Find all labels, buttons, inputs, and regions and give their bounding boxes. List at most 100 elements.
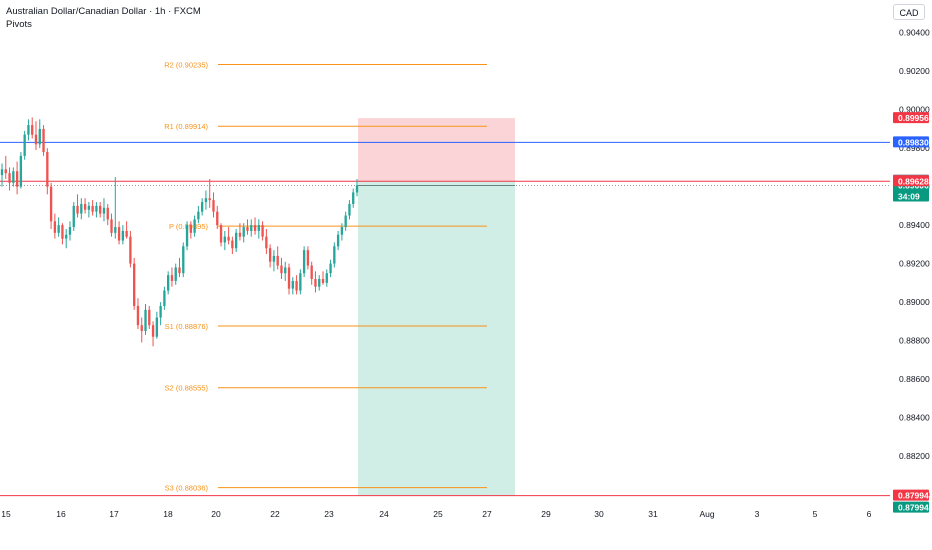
y-tick-label: 0.89400	[899, 220, 930, 230]
line-tag	[893, 136, 929, 148]
x-tick-label: 22	[270, 509, 280, 519]
candle-body	[57, 225, 60, 233]
candle-body	[318, 279, 321, 287]
pivot-label: R1 (0.89914)	[164, 122, 208, 131]
candle-body	[193, 219, 196, 233]
x-tick-label: 18	[163, 509, 173, 519]
candle-body	[114, 227, 117, 233]
price-tags: 0.899560.896310.8960634:090.879940.89830…	[893, 112, 929, 513]
symbol-title[interactable]: Australian Dollar/Canadian Dollar · 1h ·…	[6, 6, 201, 17]
candle-body	[333, 246, 336, 264]
x-tick-label: Aug	[699, 509, 714, 519]
y-tick-label: 0.90400	[899, 28, 930, 38]
y-tick-label: 0.88400	[899, 413, 930, 423]
y-tick-label: 0.88200	[899, 451, 930, 461]
candle-body	[133, 263, 136, 306]
candle-body	[80, 203, 83, 214]
candle-body	[284, 267, 287, 274]
candle-body	[61, 225, 64, 239]
candle-body	[8, 173, 11, 183]
candle-body	[336, 234, 340, 247]
candle-body	[87, 205, 91, 210]
candle-body	[12, 171, 15, 183]
x-tick-label: 29	[541, 509, 551, 519]
candle-body	[242, 227, 245, 237]
candle-body	[155, 317, 159, 337]
candle-body	[344, 215, 347, 228]
candle-body	[302, 250, 306, 274]
candle-body	[280, 265, 283, 274]
candle-body	[306, 250, 310, 266]
y-tick-label: 0.88600	[899, 374, 930, 384]
price-tag-label: 0.89956	[898, 113, 929, 123]
candle-body	[208, 198, 211, 201]
line-tag-label: 0.89628	[898, 176, 929, 186]
candle-body	[42, 128, 45, 153]
candle-body	[197, 211, 200, 220]
candle-body	[91, 205, 94, 212]
time-axis[interactable]: 15 16 17 18 20 22 23 24 25 27 29 30 31 Aug 3 5 6	[1, 509, 871, 519]
candle-body	[295, 280, 298, 291]
candle-body	[310, 265, 313, 280]
y-tick-label: 0.90200	[899, 66, 930, 76]
candle-body	[4, 169, 7, 174]
candle-body	[68, 227, 72, 235]
candle-body	[299, 273, 302, 291]
x-tick-label: 20	[211, 509, 221, 519]
candle-body	[219, 225, 223, 243]
x-tick-label: 27	[482, 509, 492, 519]
candle-body	[291, 280, 294, 289]
currency-button[interactable]: CAD	[893, 4, 925, 20]
indicator-name[interactable]: Pivots	[6, 19, 32, 30]
candle-body	[189, 225, 193, 233]
x-tick-label: 16	[56, 509, 66, 519]
pivot-label: S3 (0.88036)	[165, 484, 209, 493]
candle-body	[151, 325, 155, 337]
candle-body	[31, 125, 34, 135]
take-profit-zone	[358, 181, 515, 496]
candle-body	[72, 205, 75, 228]
price-axis[interactable]: 0.904000.902000.900000.898000.896000.894…	[899, 28, 930, 500]
candle-body	[250, 225, 253, 231]
candle-body	[329, 263, 332, 274]
y-tick-label: 0.89200	[899, 259, 930, 269]
candle-body	[46, 152, 49, 187]
candle-body	[0, 169, 4, 176]
candle-body	[234, 232, 238, 249]
line-tag	[893, 489, 929, 501]
candle-body	[129, 236, 132, 264]
candle-body	[348, 203, 351, 216]
candle-body	[23, 134, 26, 156]
candle-body	[166, 275, 170, 291]
line-tag	[893, 175, 929, 187]
x-tick-label: 15	[1, 509, 11, 519]
countdown-label: 34:09	[898, 191, 920, 201]
candle-body	[144, 309, 147, 331]
candle-body	[268, 248, 272, 262]
pivot-label: S1 (0.88876)	[165, 322, 209, 331]
candle-body	[174, 267, 177, 281]
candle-body	[34, 134, 38, 145]
pivot-label: P (0.89395)	[169, 222, 209, 231]
candle-body	[95, 205, 98, 212]
candle-body	[76, 205, 79, 214]
price-tag-label: 0.87994	[898, 503, 929, 513]
pivot-label: S2 (0.88555)	[165, 384, 209, 393]
candle-body	[49, 186, 53, 222]
x-tick-label: 31	[648, 509, 658, 519]
candle-body	[65, 234, 68, 239]
line-tag-label: 0.89830	[898, 137, 929, 147]
x-tick-label: 17	[109, 509, 119, 519]
y-tick-label: 0.88800	[899, 336, 930, 346]
x-tick-label: 25	[433, 509, 443, 519]
y-tick-label: 0.89800	[899, 143, 930, 153]
y-tick-label: 0.89000	[899, 297, 930, 307]
candle-body	[106, 207, 109, 220]
candle-body	[83, 203, 87, 210]
candle-body	[38, 128, 41, 145]
candle-body	[182, 246, 185, 274]
candle-body	[136, 305, 140, 326]
candle-body	[352, 192, 355, 204]
candle-body	[223, 236, 226, 243]
